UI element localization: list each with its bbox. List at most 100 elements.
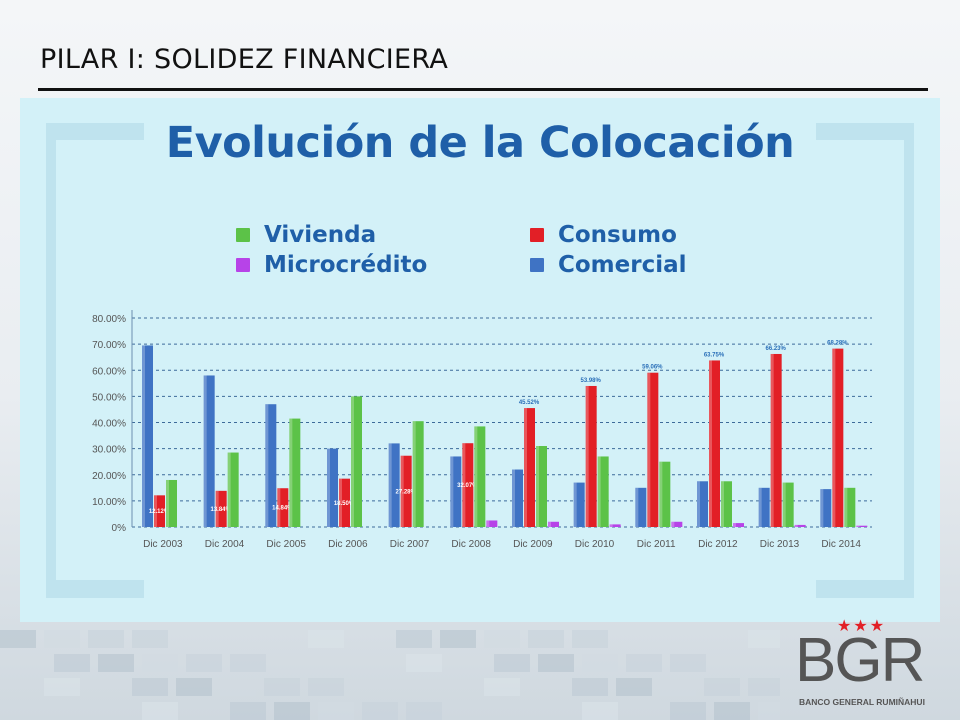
bar-highlight [289,418,293,527]
bar-comercial [265,404,277,527]
bar-comercial [203,375,215,527]
decor-tile [308,678,344,696]
bar-highlight [758,487,762,527]
bar-highlight [585,385,589,527]
bar-consumo [215,490,227,527]
bar-highlight [166,479,169,527]
legend-swatch-consumo [530,228,544,242]
bar-vivienda [166,479,177,527]
chart-panel: Evolución de la Colocación Vivienda Cons… [20,98,940,622]
x-tick-label: Dic 2013 [760,539,800,550]
data-label: 63.75% [704,352,725,358]
data-label: 14.84% [272,506,293,512]
bar-consumo [832,348,844,527]
bar-highlight [215,490,219,527]
legend-consumo: Consumo [530,222,677,248]
bar-consumo [585,385,597,527]
bar-highlight [462,443,466,527]
bar-highlight [597,456,601,527]
bar-highlight [671,521,675,527]
decor-tile [484,630,520,648]
x-tick-label: Dic 2004 [205,539,245,550]
bar-highlight [412,421,416,527]
y-tick-label: 80.00% [92,314,126,325]
bar-comercial [758,487,770,527]
bar-highlight [486,520,490,527]
decor-tile [54,654,90,672]
decor-tile [484,678,520,696]
y-tick-label: 40.00% [92,419,126,430]
decor-tile [132,630,168,648]
decor-tile [44,630,80,648]
decor-tile [660,678,696,696]
bar-highlight [770,353,774,527]
bar-comercial [635,487,647,527]
bar-consumo [462,443,474,527]
bar-highlight [265,404,269,527]
bar-consumo [770,353,782,527]
decor-tile [626,654,662,672]
data-label: 27.28% [395,489,416,495]
bar-consumo [647,372,659,527]
legend-vivienda: Vivienda [236,222,376,248]
x-tick-label: Dic 2007 [390,539,430,550]
decor-tile [308,630,344,648]
bar-comercial [450,456,462,527]
bar-highlight [277,488,281,527]
legend-swatch-vivienda [236,228,250,242]
legend-swatch-comercial [530,258,544,272]
bar-highlight [832,348,836,527]
bar-consumo [277,488,289,527]
bar-chart: 0% 10.00% 20.00% 30.00% 40.00% 50.00% 60.00% 70… [92,310,872,550]
bar-comercial [820,489,832,527]
logo-stars: ★★★ [837,618,887,635]
decor-tile [748,630,780,648]
bar-vivienda [227,452,239,527]
logo-mark: BGR [795,626,925,695]
bar-microcrdito [548,521,559,527]
data-label: 13.84% [210,507,231,513]
decor-tile [186,654,222,672]
y-tick-label: 30.00% [92,445,126,456]
bar-highlight [327,448,330,527]
decor-tile [406,702,442,720]
decor-tile [714,702,750,720]
bar-vivienda [721,481,732,527]
decor-tile [748,678,780,696]
legend-microcredito: Microcrédito [236,252,427,278]
legend-label-consumo: Consumo [558,222,677,248]
decor-tile [220,678,256,696]
x-tick-label: Dic 2008 [451,539,491,550]
bar-vivienda [659,461,671,527]
x-tick-label: Dic 2010 [575,539,615,550]
bar-highlight [820,489,824,527]
bar-microcrdito [794,524,806,527]
x-tick-label: Dic 2012 [698,539,738,550]
bar-comercial [512,469,523,527]
bar-highlight [856,525,860,527]
decor-tile [396,630,432,648]
x-tick-label: Dic 2003 [143,539,183,550]
bar-vivienda [782,482,794,527]
data-label: 68.28% [827,341,848,347]
x-tick-label: Dic 2009 [513,539,553,550]
decor-tile [362,702,398,720]
y-tick-label: 10.00% [92,497,126,508]
chart-title: Evolución de la Colocación [165,118,795,168]
decor-tile [528,630,564,648]
bar-microcrdito [609,524,621,527]
bar-highlight [351,396,354,527]
x-tick-label: Dic 2014 [821,539,861,550]
bar-microcrdito [486,520,498,527]
bar-vivienda [844,487,856,527]
decor-tile [230,654,266,672]
data-label: 32.07% [457,483,478,489]
bar-microcrdito [671,521,683,527]
data-label: 12.12% [149,509,170,515]
decorative-tiles [0,630,780,720]
bar-consumo [709,360,720,527]
data-label: 66.23% [765,346,786,352]
bar-highlight [227,452,231,527]
y-tick-label: 70.00% [92,340,126,351]
y-tick-label: 60.00% [92,366,126,377]
